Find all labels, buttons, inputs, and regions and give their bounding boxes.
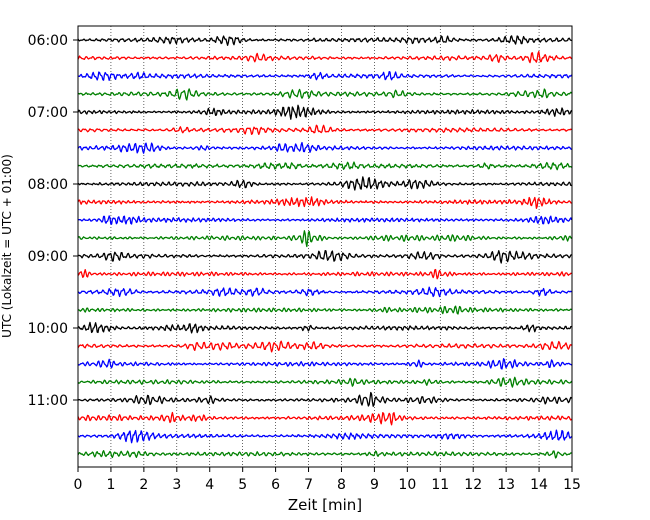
plot-frame xyxy=(77,25,573,468)
y-tick-label: 08:00 xyxy=(28,177,68,193)
seismogram-trace xyxy=(77,250,572,264)
y-axis: 06:00 07:00 08:00 09:00 10:00 11:00 xyxy=(28,33,78,409)
seismogram-trace xyxy=(77,124,572,136)
seismogram-trace xyxy=(77,141,572,154)
seismogram-trace xyxy=(77,376,573,388)
seismogram-trace xyxy=(77,358,573,370)
seismogram-trace xyxy=(77,88,573,101)
seismogram-trace xyxy=(77,305,572,315)
seismogram-trace xyxy=(77,391,573,407)
x-tick-label: 8 xyxy=(337,477,346,493)
seismogram-traces xyxy=(77,35,573,459)
seismogram-trace xyxy=(77,429,573,444)
x-tick-label: 14 xyxy=(530,477,548,493)
seismogram-trace xyxy=(77,340,573,353)
x-tick-label: 10 xyxy=(398,477,416,493)
seismogram-trace xyxy=(77,70,573,81)
y-tick-label: 09:00 xyxy=(28,249,68,265)
y-tick-label: 11:00 xyxy=(28,393,68,409)
x-tick-label: 9 xyxy=(370,477,379,493)
x-axis-title: Zeit [min] xyxy=(288,496,362,514)
x-tick-label: 5 xyxy=(238,477,247,493)
seismogram-trace xyxy=(77,230,573,248)
x-tick-label: 4 xyxy=(205,477,214,493)
y-axis-title: UTC (Lokalzeit = UTC + 01:00) xyxy=(0,154,14,338)
x-tick-label: 0 xyxy=(74,477,83,493)
x-tick-label: 13 xyxy=(497,477,515,493)
seismogram-trace xyxy=(77,321,572,334)
x-tick-label: 6 xyxy=(271,477,280,493)
x-axis: 0 1 2 3 4 5 6 7 8 9 10 11 12 13 14 15 xyxy=(74,467,581,493)
seismogram-trace xyxy=(77,104,573,120)
x-tick-label: 11 xyxy=(431,477,449,493)
seismogram-trace xyxy=(77,50,573,64)
x-tick-label: 3 xyxy=(172,477,181,493)
seismogram-trace xyxy=(77,176,572,191)
seismogram-trace xyxy=(77,196,572,209)
seismogram-trace xyxy=(77,411,573,426)
seismogram-trace xyxy=(77,35,572,46)
x-tick-label: 15 xyxy=(563,477,581,493)
x-tick-label: 12 xyxy=(464,477,482,493)
seismogram-trace xyxy=(77,268,572,280)
x-tick-label: 7 xyxy=(304,477,313,493)
seismogram-trace xyxy=(77,286,572,298)
y-tick-label: 10:00 xyxy=(28,321,68,337)
seismogram-trace xyxy=(77,450,572,459)
seismogram-trace xyxy=(77,161,573,171)
y-tick-label: 06:00 xyxy=(28,33,68,49)
y-tick-label: 07:00 xyxy=(28,105,68,121)
seismogram-trace xyxy=(77,215,573,225)
x-tick-label: 1 xyxy=(106,477,115,493)
x-tick-label: 2 xyxy=(139,477,148,493)
